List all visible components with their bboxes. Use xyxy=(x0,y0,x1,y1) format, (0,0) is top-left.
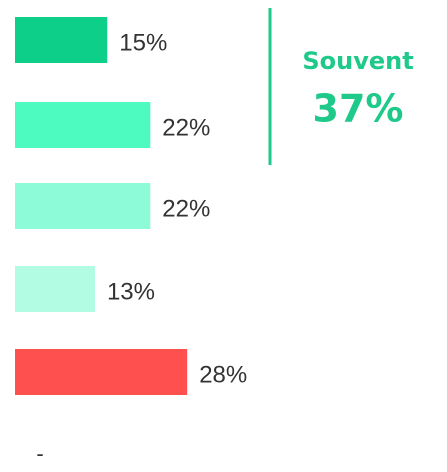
value-label: 22% xyxy=(162,114,210,141)
bar xyxy=(15,102,151,148)
bar xyxy=(15,17,108,63)
value-label: 15% xyxy=(119,29,167,56)
annotation-label: Souvent xyxy=(302,47,413,75)
bar xyxy=(15,183,151,229)
value-label: 13% xyxy=(107,278,155,305)
bar xyxy=(15,349,188,395)
footnote: - xyxy=(36,441,43,466)
annotation-value: 37% xyxy=(313,87,404,131)
value-label: 28% xyxy=(199,361,247,388)
bar xyxy=(15,266,95,312)
value-label: 22% xyxy=(162,195,210,222)
